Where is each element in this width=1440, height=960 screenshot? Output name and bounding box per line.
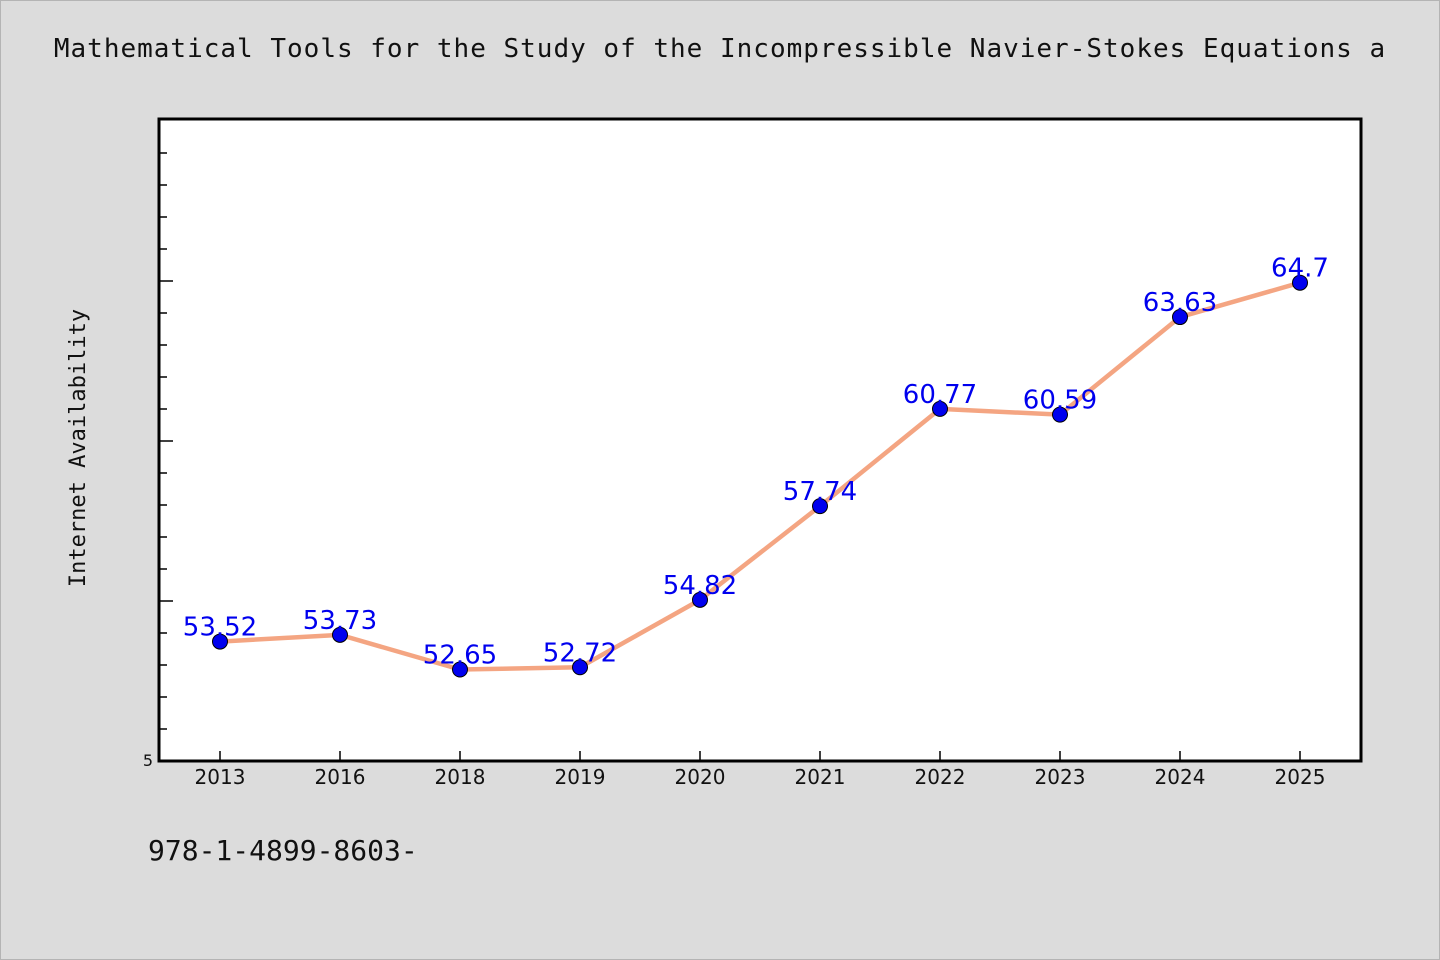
footnote-text: 978-1-4899-8603-	[148, 834, 418, 867]
x-tick-label: 2020	[675, 765, 726, 789]
x-tick-label: 2018	[435, 765, 486, 789]
data-point	[332, 626, 348, 643]
data-label: 53.52	[183, 613, 257, 643]
data-markers	[212, 274, 1308, 678]
chart-title: Mathematical Tools for the Study of the …	[53, 34, 1387, 64]
series-line-group	[219, 280, 1301, 672]
x-axis-ticks: 2013 2016 2018 2019 2020 2021 2022 2023 2024 2025	[195, 751, 1326, 789]
data-point	[452, 661, 468, 678]
data-labels: 53.52 53.73 52.65 52.72 54.82 57.74 60.77 60.59…	[183, 254, 1329, 671]
x-tick-label: 2019	[555, 765, 606, 789]
data-label: 52.65	[423, 641, 497, 671]
x-tick-label: 2013	[195, 765, 246, 789]
data-label: 60.59	[1023, 386, 1097, 416]
plot-area	[157, 117, 1363, 763]
series-line	[219, 280, 1301, 672]
data-point	[1292, 274, 1308, 291]
x-tick-label: 2016	[315, 765, 366, 789]
x-tick-label: 2023	[1035, 765, 1086, 789]
data-point	[1172, 309, 1188, 326]
data-point	[1052, 406, 1068, 423]
data-label: 54.82	[663, 571, 737, 601]
y-tick-label: 5	[143, 751, 153, 770]
data-label: 63.63	[1143, 288, 1217, 318]
x-tick-label: 2022	[915, 765, 966, 789]
x-tick-label: 2025	[1275, 765, 1326, 789]
data-label: 64.7	[1271, 254, 1329, 284]
x-tick-label: 2024	[1155, 765, 1206, 789]
data-point	[932, 400, 948, 417]
x-tick-label: 2021	[795, 765, 846, 789]
data-point	[572, 659, 588, 676]
y-axis-label: Internet Availability	[66, 309, 91, 587]
data-label: 53.73	[303, 606, 377, 636]
y-axis-ticks: 5	[143, 152, 173, 770]
data-label: 52.72	[543, 638, 617, 668]
data-point	[812, 498, 828, 515]
data-label: 60.77	[903, 380, 977, 410]
data-point	[212, 633, 228, 650]
data-point	[692, 591, 708, 608]
data-label: 57.74	[783, 477, 857, 507]
